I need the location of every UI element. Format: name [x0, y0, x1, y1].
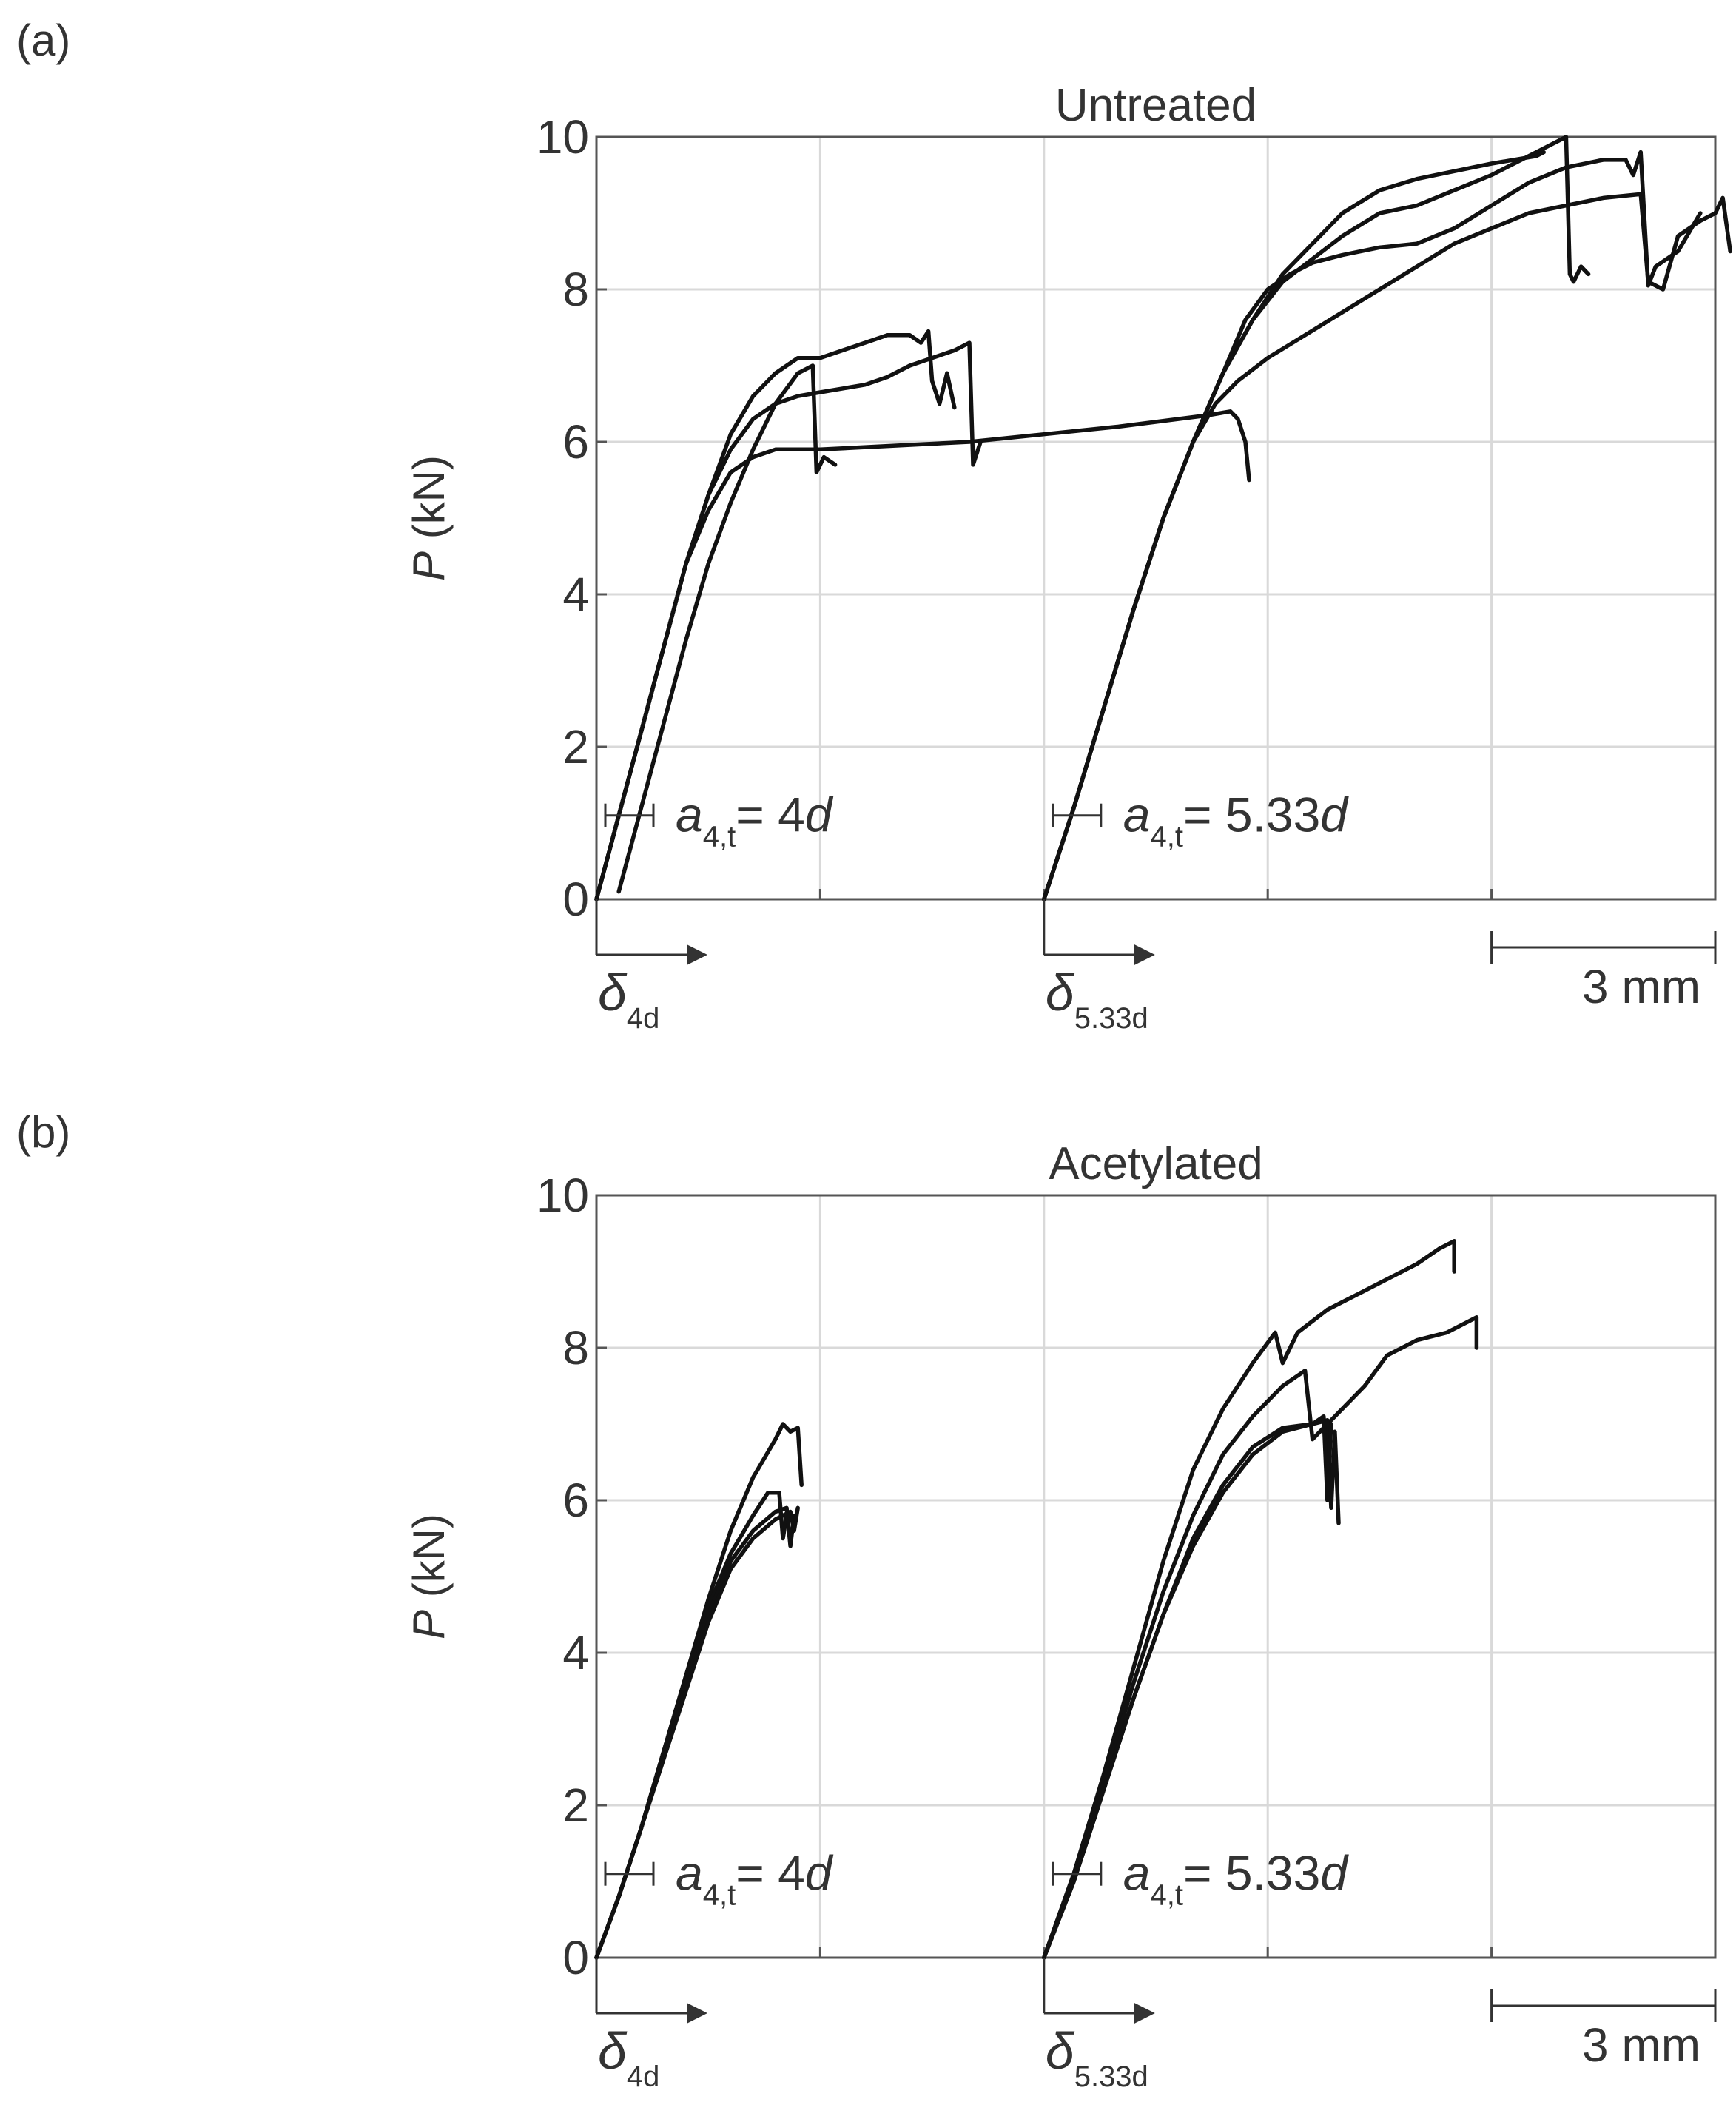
panel-label: (b) [16, 1107, 70, 1157]
annotation-num: 5.33 [1225, 788, 1320, 842]
offset-label-sub: 5.33d [1074, 2061, 1148, 2093]
chart-title: Untreated [1055, 80, 1256, 131]
annotation-var: a [1123, 788, 1151, 842]
offset-label-symbol: δ [1046, 964, 1075, 1021]
series-line-untreated-5.33d-4 [1042, 192, 1732, 901]
annotation-eq: = [1183, 1846, 1225, 1901]
scale-bar-label: 3 mm [1582, 2018, 1700, 2072]
y-axis-label-var: P [404, 1610, 454, 1639]
y-axis-label-var: P [404, 551, 454, 581]
y-tick-label: 4 [562, 568, 589, 621]
annotation-sub: 4,t [1151, 821, 1183, 853]
annotation-d: d [1320, 1846, 1349, 1901]
panel-label: (a) [16, 16, 70, 65]
annotation-var: a [676, 788, 703, 842]
y-axis-label-space [404, 1597, 454, 1610]
edge-distance-annotation: a4,t= 5.33d [1123, 788, 1350, 853]
offset-label-symbol: δ [1046, 2022, 1075, 2080]
offset-label-sub: 4d [627, 2061, 660, 2093]
offset-label: δ5.33d [1046, 2022, 1148, 2093]
y-tick-label: 2 [562, 1779, 589, 1832]
y-axis-label-unit: (kN) [404, 1514, 454, 1597]
y-axis-label: P (kN) [404, 1514, 454, 1639]
offset-label-sub: 5.33d [1074, 1002, 1148, 1035]
annotation-sub: 4,t [703, 821, 736, 853]
edge-distance-annotation: a4,t= 4d [676, 788, 834, 853]
chart-title: Acetylated [1049, 1138, 1263, 1189]
series-line-untreated-4d-4 [616, 363, 838, 894]
y-tick-label: 4 [562, 1626, 589, 1679]
annotation-sub: 4,t [703, 1879, 736, 1912]
y-tick-label: 2 [562, 720, 589, 773]
plot-frame [595, 1194, 1717, 1959]
annotation-sub: 4,t [1151, 1879, 1183, 1912]
y-tick-label: 8 [562, 1321, 589, 1374]
plot-frame [595, 135, 1717, 901]
series-line-untreated-4d-3 [594, 409, 1251, 901]
annotation-eq: = [1183, 788, 1225, 842]
annotation-num: 5.33 [1225, 1846, 1320, 1901]
offset-label-symbol: δ [598, 2022, 628, 2080]
offset-label: δ5.33d [1046, 964, 1148, 1035]
y-axis-label-space [404, 539, 454, 551]
offset-label: δ4d [598, 2022, 659, 2093]
annotation-d: d [1320, 788, 1349, 842]
y-tick-label: 0 [562, 1931, 589, 1984]
edge-distance-annotation: a4,t= 4d [676, 1846, 834, 1912]
series-line-acetylated-5.33d-4 [1042, 1414, 1333, 1960]
annotation-var: a [676, 1846, 703, 1901]
scale-bar-label: 3 mm [1582, 960, 1700, 1013]
edge-distance-annotation: a4,t= 5.33d [1123, 1846, 1350, 1912]
y-tick-label: 10 [536, 110, 589, 164]
offset-arrow-head [687, 2003, 707, 2024]
offset-label: δ4d [598, 964, 659, 1035]
y-tick-label: 10 [536, 1169, 589, 1222]
offset-arrow-head [1134, 2003, 1155, 2024]
offset-label-sub: 4d [627, 1002, 660, 1035]
y-tick-label: 6 [562, 1474, 589, 1527]
y-axis-label: P (kN) [404, 455, 454, 581]
y-tick-label: 0 [562, 873, 589, 926]
offset-arrow-head [1134, 944, 1155, 965]
offset-label-symbol: δ [598, 964, 628, 1021]
y-axis-label-unit: (kN) [404, 455, 454, 539]
annotation-num: 4 [778, 1846, 805, 1901]
annotation-var: a [1123, 1846, 1151, 1901]
annotation-d: d [805, 1846, 834, 1901]
annotation-eq: = [736, 788, 778, 842]
series-line-acetylated-4d-4 [594, 1505, 800, 1960]
annotation-num: 4 [778, 788, 805, 842]
series-line-untreated-5.33d-2 [1042, 135, 1591, 901]
series-line-acetylated-5.33d-2 [1042, 1315, 1479, 1960]
offset-arrow-head [687, 944, 707, 965]
series-line-acetylated-5.33d-1 [1042, 1239, 1456, 1960]
y-tick-label: 6 [562, 415, 589, 469]
annotation-eq: = [736, 1846, 778, 1901]
annotation-d: d [805, 788, 834, 842]
y-tick-label: 8 [562, 263, 589, 316]
